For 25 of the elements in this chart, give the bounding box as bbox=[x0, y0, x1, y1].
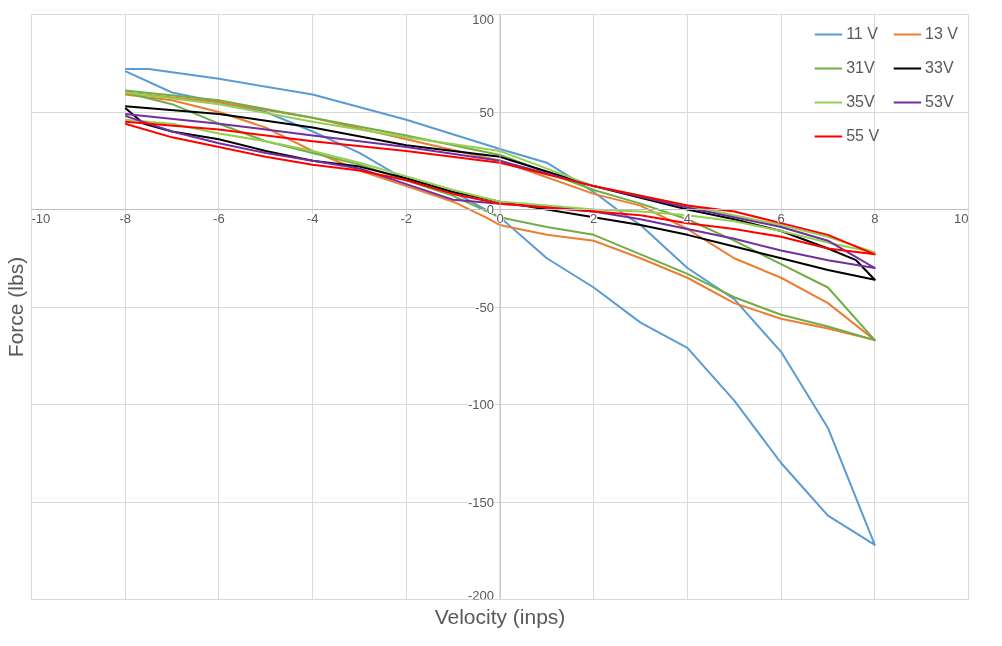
y-axis-title: Force (lbs) bbox=[3, 256, 27, 358]
y-tick-label: -150 bbox=[467, 494, 495, 510]
x-tick-label: 6 bbox=[777, 210, 785, 226]
legend-label: 55 V bbox=[846, 127, 880, 145]
x-tick-label: -6 bbox=[213, 210, 225, 226]
y-tick-label: -50 bbox=[475, 299, 495, 315]
x-tick-label: 4 bbox=[683, 210, 692, 226]
legend-label: 11 V bbox=[846, 25, 878, 43]
y-tick-label: -200 bbox=[467, 587, 495, 603]
y-tick-label: -100 bbox=[467, 397, 495, 412]
x-tick-label: -10 bbox=[31, 210, 51, 226]
legend-label: 13 V bbox=[925, 25, 958, 43]
legend-label: 31V bbox=[846, 59, 875, 77]
x-tick-label: 10 bbox=[954, 210, 969, 226]
x-tick-label: 8 bbox=[871, 210, 879, 226]
x-tick-label: -2 bbox=[400, 210, 413, 226]
legend-label: 35V bbox=[846, 93, 875, 111]
x-tick-label: -4 bbox=[306, 210, 319, 226]
legend-label: 53V bbox=[925, 93, 954, 111]
x-tick-label: 2 bbox=[590, 210, 598, 226]
y-tick-label: 100 bbox=[472, 11, 495, 27]
x-tick-label: -8 bbox=[119, 210, 131, 226]
y-tick-label: 50 bbox=[479, 104, 495, 120]
x-axis-title: Velocity (inps) bbox=[434, 604, 566, 628]
legend-label: 33V bbox=[925, 59, 954, 77]
